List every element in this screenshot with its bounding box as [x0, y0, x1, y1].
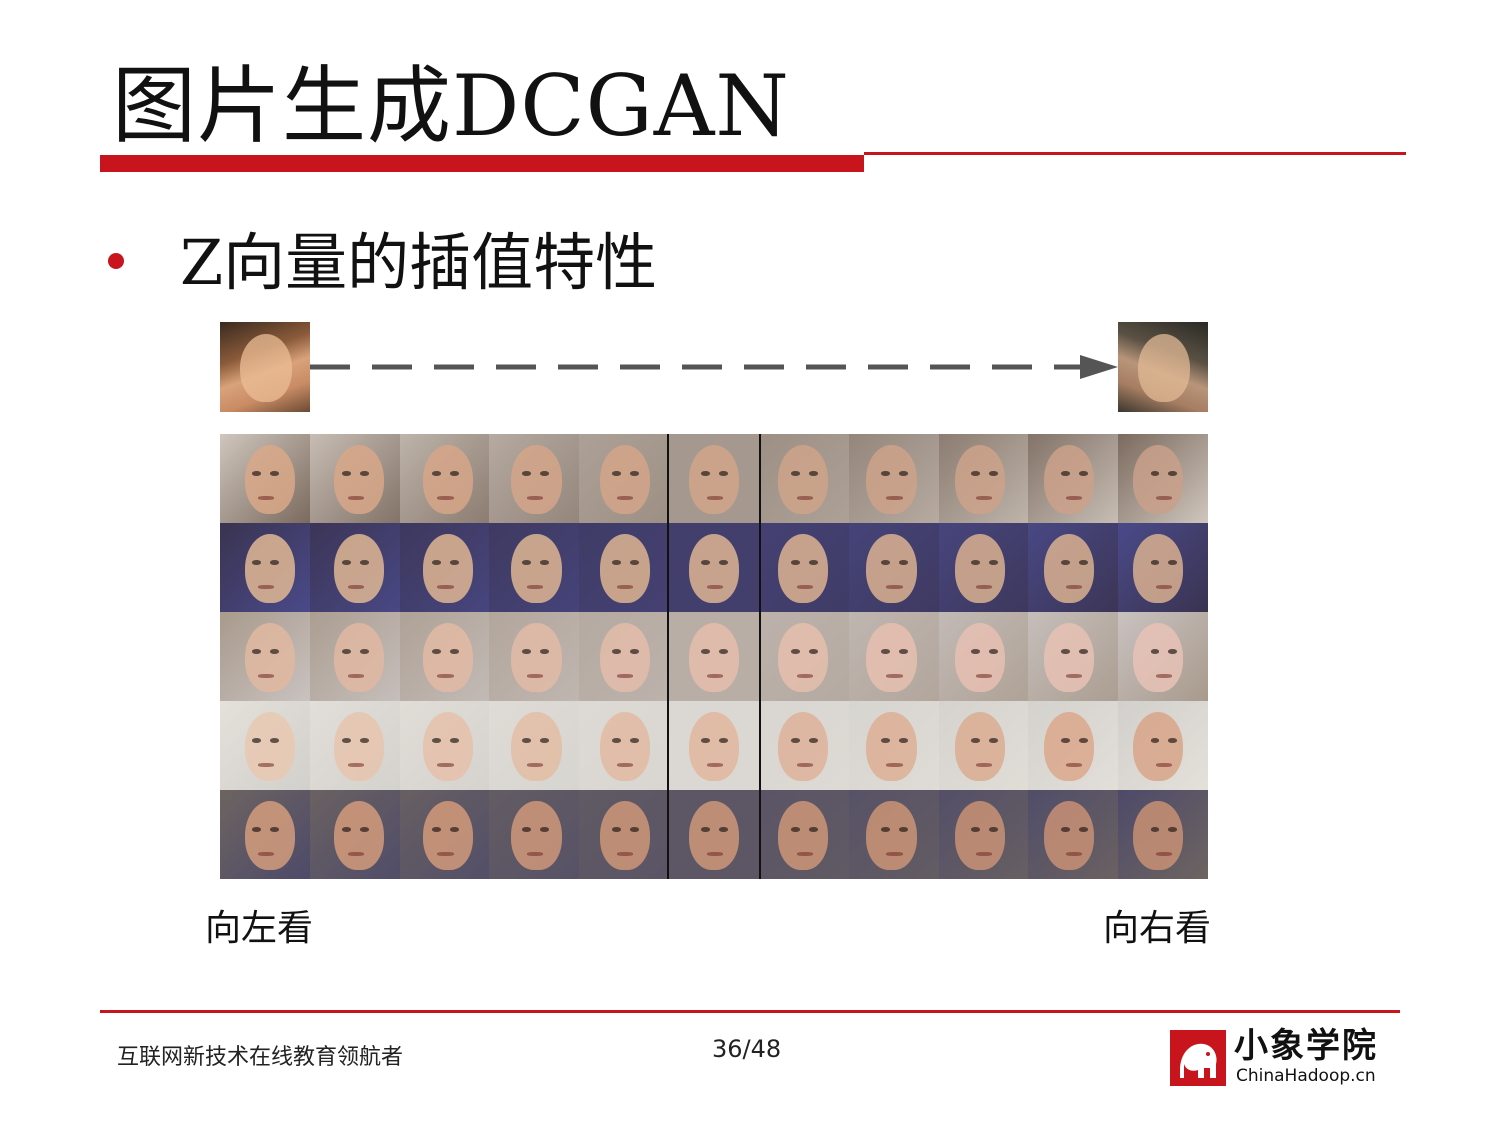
face-sample	[939, 434, 1029, 523]
face-sample	[489, 523, 579, 612]
face-sample	[579, 434, 669, 523]
face-sample	[759, 701, 849, 790]
title-underline-thin	[864, 152, 1406, 155]
logo: 小象学院 ChinaHadoop.cn	[1170, 1030, 1400, 1086]
face-sample	[669, 523, 759, 612]
interpolation-face-grid	[220, 434, 1208, 879]
face-sample	[849, 434, 939, 523]
face-sample	[1118, 523, 1208, 612]
face-sample	[1028, 434, 1118, 523]
face-sample	[1028, 612, 1118, 701]
face-sample	[759, 790, 849, 879]
title-underline-thick	[100, 155, 864, 172]
page-number: 36/48	[712, 1034, 781, 1064]
face-sample	[579, 612, 669, 701]
face-sample	[220, 612, 310, 701]
face-sample	[489, 790, 579, 879]
slide-title: 图片生成DCGAN	[112, 58, 790, 154]
face-sample	[849, 701, 939, 790]
face-sample	[489, 434, 579, 523]
bullet-icon	[108, 253, 124, 269]
look-right-label: 向右看	[1103, 905, 1211, 953]
face-sample	[489, 612, 579, 701]
grid-divider	[759, 434, 761, 879]
face-sample	[220, 790, 310, 879]
face-sample	[1028, 701, 1118, 790]
face-sample	[759, 434, 849, 523]
start-face-image	[220, 322, 310, 412]
logo-name: 小象学院	[1234, 1026, 1378, 1066]
face-sample	[939, 523, 1029, 612]
face-sample	[759, 523, 849, 612]
face-sample	[579, 701, 669, 790]
face-sample	[939, 612, 1029, 701]
footer-divider	[100, 1010, 1400, 1013]
grid-divider	[667, 434, 669, 879]
face-sample	[220, 523, 310, 612]
face-sample	[400, 612, 490, 701]
face-sample	[1118, 434, 1208, 523]
face-sample	[310, 612, 400, 701]
face-sample	[310, 790, 400, 879]
bullet-text: Z向量的插值特性	[180, 226, 657, 300]
face-sample	[669, 790, 759, 879]
face-sample	[310, 523, 400, 612]
face-sample	[669, 701, 759, 790]
face-sample	[1118, 612, 1208, 701]
face-sample	[1118, 790, 1208, 879]
face-sample	[489, 701, 579, 790]
face-sample	[400, 701, 490, 790]
logo-site: ChinaHadoop.cn	[1236, 1066, 1376, 1086]
end-face-image	[1118, 322, 1208, 412]
face-sample	[849, 612, 939, 701]
face-sample	[310, 701, 400, 790]
look-left-label: 向左看	[205, 905, 313, 953]
face-sample	[1118, 701, 1208, 790]
face-sample	[939, 701, 1029, 790]
face-sample	[849, 523, 939, 612]
face-sample	[849, 790, 939, 879]
face-sample	[400, 434, 490, 523]
face-sample	[1028, 523, 1118, 612]
face-sample	[759, 612, 849, 701]
footer-slogan: 互联网新技术在线教育领航者	[117, 1043, 403, 1073]
face-sample	[579, 523, 669, 612]
face-sample	[310, 434, 400, 523]
face-sample	[220, 701, 310, 790]
face-sample	[1028, 790, 1118, 879]
elephant-logo-icon	[1170, 1030, 1226, 1086]
face-sample	[669, 612, 759, 701]
interpolation-arrow-icon	[310, 352, 1120, 382]
face-sample	[579, 790, 669, 879]
face-sample	[669, 434, 759, 523]
face-sample	[220, 434, 310, 523]
face-sample	[400, 790, 490, 879]
face-sample	[939, 790, 1029, 879]
face-sample	[400, 523, 490, 612]
